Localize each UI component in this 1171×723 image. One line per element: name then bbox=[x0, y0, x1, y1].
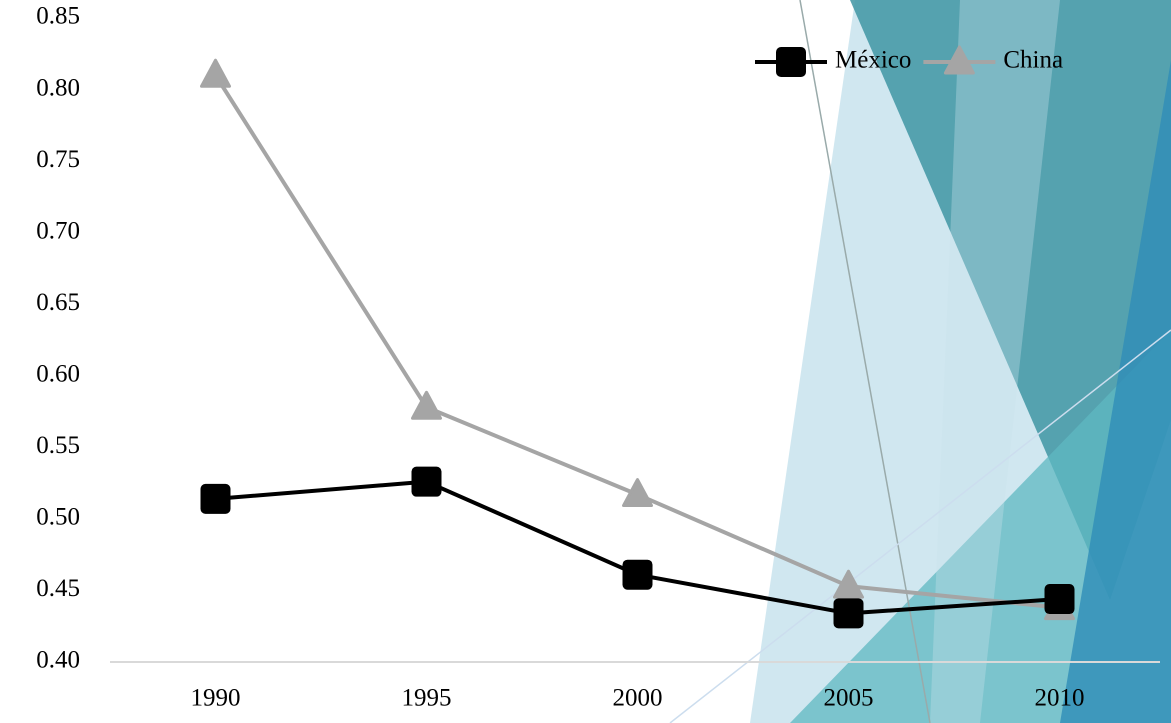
data-point bbox=[200, 483, 231, 514]
data-point bbox=[833, 569, 864, 599]
y-tick-label: 0.75 bbox=[36, 146, 80, 173]
decor-shape bbox=[1060, 60, 1171, 723]
legend-marker bbox=[943, 45, 975, 75]
y-tick-label: 0.65 bbox=[36, 289, 80, 316]
data-point bbox=[833, 598, 864, 629]
data-point bbox=[411, 390, 442, 420]
y-tick-label: 0.50 bbox=[36, 504, 80, 531]
legend-label: México bbox=[835, 47, 911, 74]
y-tick-label: 0.40 bbox=[36, 647, 80, 674]
legend-marker bbox=[776, 47, 806, 77]
x-tick-label: 1990 bbox=[191, 685, 241, 712]
decor-shape bbox=[930, 0, 1060, 723]
data-point bbox=[622, 478, 653, 508]
y-tick-label: 0.70 bbox=[36, 217, 80, 244]
y-tick-label: 0.85 bbox=[36, 3, 80, 30]
data-point bbox=[1044, 584, 1075, 615]
y-tick-label: 0.80 bbox=[36, 74, 80, 101]
decor-shape bbox=[790, 330, 1171, 723]
x-tick-label: 2000 bbox=[613, 685, 663, 712]
x-tick-label: 2010 bbox=[1035, 685, 1085, 712]
y-tick-label: 0.45 bbox=[36, 575, 80, 602]
decor-line bbox=[669, 329, 1171, 723]
legend-label: China bbox=[1003, 47, 1063, 74]
y-tick-label: 0.60 bbox=[36, 361, 80, 388]
x-tick-label: 2005 bbox=[824, 685, 874, 712]
y-tick-label: 0.55 bbox=[36, 432, 80, 459]
data-point bbox=[622, 559, 653, 590]
data-point bbox=[411, 466, 442, 497]
decor-line bbox=[799, 0, 931, 723]
background-decoration bbox=[669, 0, 1171, 723]
data-point bbox=[200, 58, 231, 88]
x-tick-label: 1995 bbox=[402, 685, 452, 712]
